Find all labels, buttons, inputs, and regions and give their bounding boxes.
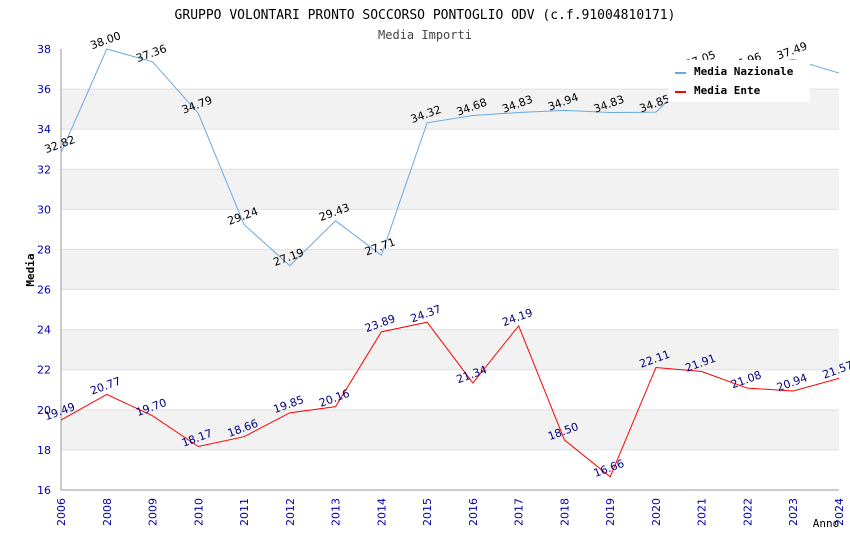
series-line-ente	[60, 321, 840, 478]
y-tick-label: 20	[37, 404, 51, 417]
data-label: 37.49	[775, 39, 809, 62]
x-tick-label: 2010	[192, 498, 205, 526]
grid-band	[61, 249, 839, 290]
x-tick-label: 2009	[147, 498, 160, 526]
x-tick-label: 2006	[55, 498, 68, 526]
y-tick-label: 38	[37, 43, 51, 56]
legend: Media Nazionale Media Ente	[668, 60, 810, 102]
x-tick-label: 2015	[421, 498, 434, 526]
grid-band	[61, 409, 839, 450]
legend-label-nazionale: Media Nazionale	[694, 65, 794, 78]
x-tick-label: 2011	[238, 498, 251, 526]
y-tick-label: 16	[37, 484, 51, 497]
grid-band	[61, 329, 839, 370]
x-tick-label: 2022	[741, 498, 754, 526]
x-axis-label: Anno	[813, 517, 840, 530]
x-tick-label: 2021	[696, 498, 709, 526]
x-tick-label: 2024	[833, 498, 846, 526]
y-axis-label: Media	[24, 253, 37, 286]
x-tick-labels: 2006 2008 2009 2010 2011 2012 2013 2014 2015 2016…	[55, 498, 846, 526]
x-tick-label: 2014	[375, 498, 388, 526]
y-tick-label: 22	[37, 364, 51, 377]
y-tick-label: 30	[37, 203, 51, 216]
data-label: 16.66	[592, 457, 626, 480]
y-tick-label: 24	[37, 324, 51, 337]
y-tick-labels: 16 18 20 22 24 26 28 30 32 34 36 38	[37, 43, 51, 497]
grid-band	[61, 169, 839, 210]
x-tick-label: 2013	[330, 498, 343, 526]
data-label: 24.19	[500, 306, 534, 329]
x-tick-label: 2018	[558, 498, 571, 526]
data-label: 38.00	[89, 29, 123, 52]
y-tick-label: 36	[37, 83, 51, 96]
y-tick-label: 26	[37, 284, 51, 297]
y-tick-label: 32	[37, 163, 51, 176]
chart-subtitle: Media Importi	[378, 28, 472, 42]
x-tick-label: 2020	[650, 498, 663, 526]
x-tick-label: 2012	[284, 498, 297, 526]
chart-title: GRUPPO VOLONTARI PRONTO SOCCORSO PONTOGL…	[175, 8, 676, 23]
y-tick-label: 28	[37, 243, 51, 256]
data-label: 20.77	[89, 375, 123, 398]
x-tick-label: 2023	[787, 498, 800, 526]
axes	[60, 49, 839, 491]
x-tick-label: 2016	[467, 498, 480, 526]
legend-box	[668, 60, 810, 102]
data-label: 32.82	[43, 133, 77, 156]
x-tick-label: 2019	[604, 498, 617, 526]
x-tick-label: 2008	[101, 498, 114, 526]
y-tick-label: 18	[37, 444, 51, 457]
y-tick-label: 34	[37, 123, 51, 136]
legend-label-ente: Media Ente	[694, 84, 761, 97]
x-tick-label: 2017	[513, 498, 526, 526]
grid-bands	[61, 88, 839, 491]
